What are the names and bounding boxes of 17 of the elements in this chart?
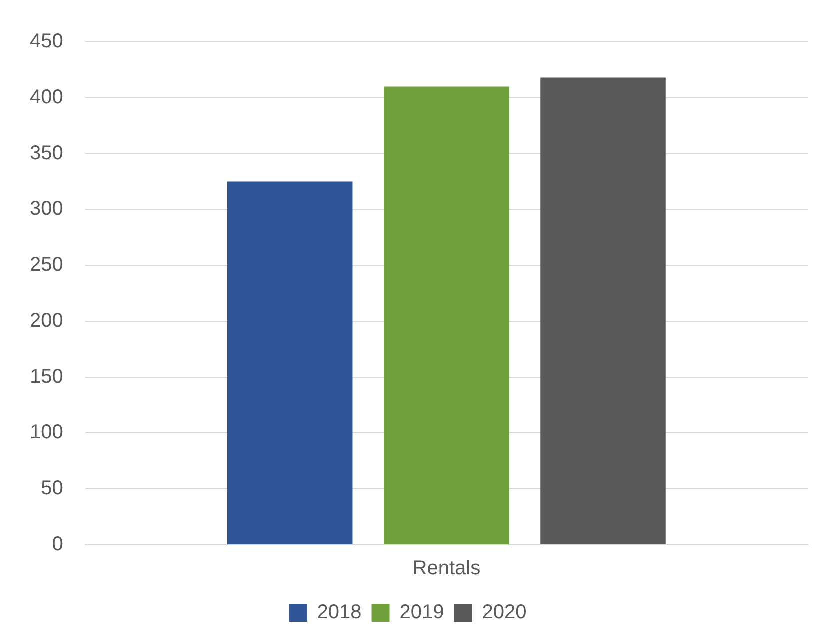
- legend-label: 2019: [400, 602, 444, 624]
- y-tick-label: 250: [30, 254, 64, 276]
- y-tick-label: 350: [30, 142, 64, 164]
- bar: [384, 86, 510, 544]
- y-tick-label: 100: [30, 422, 64, 444]
- x-tick-label: Rentals: [412, 558, 481, 580]
- bar: [227, 182, 353, 544]
- y-tick-label: 400: [30, 86, 64, 108]
- y-tick-label: 50: [41, 478, 64, 500]
- y-tick-label: 300: [30, 198, 64, 220]
- y-tick-label: 150: [30, 366, 64, 388]
- y-tick-label: 200: [30, 310, 64, 332]
- y-tick-label: 450: [30, 30, 64, 53]
- y-tick-label: 0: [52, 534, 64, 556]
- legend-label: 2020: [482, 602, 527, 624]
- bar: [540, 78, 666, 544]
- legend-label: 2018: [317, 602, 362, 624]
